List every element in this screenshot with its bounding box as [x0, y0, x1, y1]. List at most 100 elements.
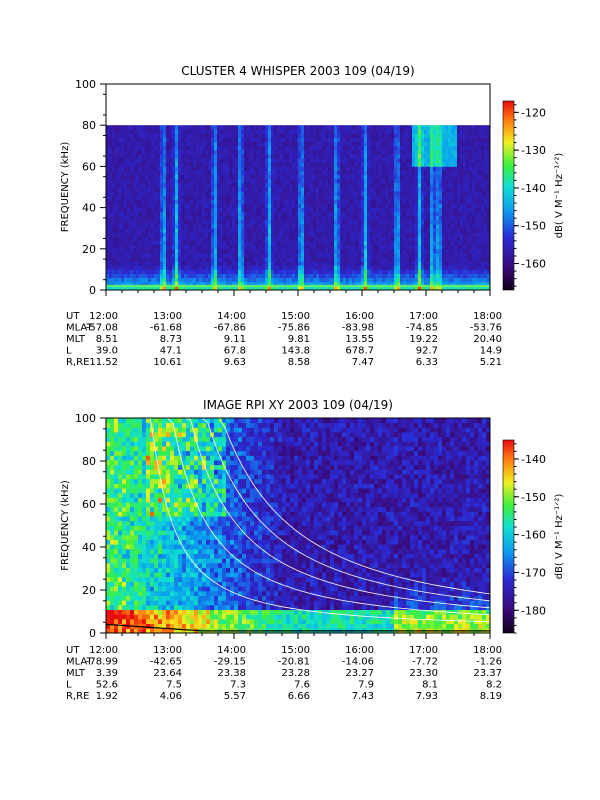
ephemeris-value: -42.65 [150, 657, 182, 668]
ephemeris-value: 16:00 [345, 311, 374, 322]
panel-1: CLUSTER 4 WHISPER 2003 109 (04/19) 0 20 40 6… [60, 64, 565, 368]
ephemeris-value: 39.0 [96, 346, 118, 357]
ephemeris-value: -57.08 [86, 323, 118, 334]
ephemeris-value: 8.58 [288, 357, 310, 368]
ephemeris-value: 13.55 [345, 334, 374, 345]
y-tick-label: 40 [82, 541, 96, 554]
ephemeris-value: 13:00 [153, 311, 182, 322]
colorbar-tick-label: -120 [521, 106, 546, 119]
ephemeris-label: MLAT [66, 323, 93, 334]
ephemeris-value: 143.8 [281, 346, 310, 357]
ephemeris-value: 15:00 [281, 311, 310, 322]
overlay-curve [144, 417, 491, 623]
ephemeris-label: UT [66, 311, 80, 322]
ephemeris-value: 4.06 [160, 691, 182, 702]
colorbar-tick-label: -130 [521, 144, 546, 157]
y-tick-label: 40 [82, 202, 96, 215]
ephemeris-value: 6.66 [288, 691, 310, 702]
colorbar: -140 -150 -160 -170 -180 dB( V M⁻¹ Hz⁻¹ᐟ²) [502, 439, 565, 634]
ephemeris-value: 18:00 [473, 645, 502, 656]
ephemeris-value: 8.51 [96, 334, 118, 345]
spectrogram [106, 418, 491, 634]
y-axis-label: FREQUENCY (kHz) [60, 480, 71, 571]
ephemeris-value: 8.1 [422, 680, 438, 691]
ephemeris-value: 16:00 [345, 645, 374, 656]
ephemeris-value: 23.30 [409, 668, 438, 679]
ephemeris-label: R,RE [66, 357, 89, 368]
ephemeris-value: 7.5 [166, 680, 182, 691]
colorbar-label: dB( V M⁻¹ Hz⁻¹ᐟ²) [554, 153, 565, 239]
colorbar-gradient [502, 100, 515, 291]
ephemeris-table: UT 12:00 13:00 14:00 15:00 16:00 17:00 18:00 MLA… [66, 645, 502, 702]
ephemeris-value: 19.22 [409, 334, 438, 345]
ephemeris-value: 9.81 [288, 334, 310, 345]
ephemeris-label: L [66, 680, 72, 691]
ephemeris-value: 5.21 [480, 357, 502, 368]
y-tick-label: 100 [75, 78, 96, 91]
ephemeris-value: 17:00 [409, 645, 438, 656]
ephemeris-value: -20.81 [278, 657, 310, 668]
y-tick-label: 80 [82, 119, 96, 132]
ephemeris-value: -83.98 [342, 323, 374, 334]
lower-boundary-curve [105, 623, 490, 632]
ephemeris-value: -1.26 [476, 657, 502, 668]
ephemeris-value: 7.9 [358, 680, 374, 691]
ephemeris-value: 18:00 [473, 311, 502, 322]
ephemeris-value: 10.61 [153, 357, 182, 368]
ephemeris-value: 1.92 [96, 691, 118, 702]
panel-title: IMAGE RPI XY 2003 109 (04/19) [203, 398, 393, 412]
ephemeris-label: R,RE [66, 691, 89, 702]
colorbar-tick-label: -150 [521, 220, 546, 233]
panel-2: IMAGE RPI XY 2003 109 (04/19) 0 20 40 60 80 10… [60, 398, 565, 702]
ephemeris-value: 7.43 [352, 691, 374, 702]
spectrogram [106, 125, 491, 291]
ephemeris-value: -78.99 [86, 657, 118, 668]
colorbar-gradient [502, 439, 515, 634]
y-tick-label: 20 [82, 243, 96, 256]
ephemeris-label: MLT [66, 668, 86, 679]
ephemeris-value: 23.27 [345, 668, 374, 679]
ephemeris-value: 3.39 [96, 668, 118, 679]
ephemeris-table: UT 12:00 13:00 14:00 15:00 16:00 17:00 18:00 MLA… [66, 311, 502, 368]
ephemeris-value: 7.3 [230, 680, 246, 691]
y-axis-label: FREQUENCY (kHz) [60, 142, 71, 233]
ephemeris-value: 20.40 [473, 334, 502, 345]
ephemeris-value: -14.06 [342, 657, 374, 668]
ephemeris-label: L [66, 346, 72, 357]
ephemeris-value: 7.47 [352, 357, 374, 368]
ephemeris-label: MLAT [66, 657, 93, 668]
ephemeris-value: 13:00 [153, 645, 182, 656]
colorbar-tick-label: -140 [521, 453, 546, 466]
y-tick-label: 60 [82, 498, 96, 511]
ephemeris-value: 52.6 [96, 680, 118, 691]
ephemeris-value: 23.64 [153, 668, 182, 679]
ephemeris-value: 92.7 [416, 346, 438, 357]
colorbar-tick-label: -180 [521, 604, 546, 617]
ephemeris-value: -74.85 [406, 323, 438, 334]
ephemeris-value: 9.11 [224, 334, 246, 345]
colorbar: -120 -130 -140 -150 -160 dB( V M⁻¹ Hz⁻¹ᐟ²) [502, 100, 565, 291]
ephemeris-value: -53.76 [470, 323, 502, 334]
ephemeris-value: 47.1 [160, 346, 182, 357]
ephemeris-value: -67.86 [214, 323, 246, 334]
ephemeris-label: UT [66, 645, 80, 656]
ephemeris-value: -29.15 [214, 657, 246, 668]
colorbar-tick-label: -140 [521, 182, 546, 195]
y-tick-label: 20 [82, 584, 96, 597]
y-tick-label: 80 [82, 455, 96, 468]
ephemeris-value: -7.72 [412, 657, 438, 668]
y-tick-label: 0 [89, 284, 96, 297]
y-tick-label: 100 [75, 412, 96, 425]
ephemeris-value: 12:00 [89, 311, 118, 322]
ephemeris-value: 15:00 [281, 645, 310, 656]
colorbar-label: dB( V M⁻¹ Hz⁻¹ᐟ²) [554, 494, 565, 580]
ephemeris-value: 7.6 [294, 680, 310, 691]
ephemeris-value: 17:00 [409, 311, 438, 322]
ephemeris-value: -75.86 [278, 323, 310, 334]
ephemeris-value: 12:00 [89, 645, 118, 656]
ephemeris-value: 8.2 [486, 680, 502, 691]
colorbar-tick-label: -150 [521, 491, 546, 504]
ephemeris-value: 14.9 [480, 346, 502, 357]
ephemeris-label: MLT [66, 334, 86, 345]
